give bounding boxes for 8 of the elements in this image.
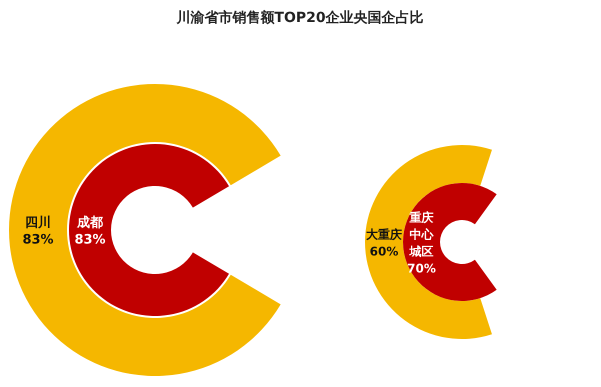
category-label: 四川 — [25, 216, 51, 230]
data-label: 60% — [370, 244, 398, 258]
category-label: 重庆中心城区 — [408, 210, 434, 258]
data-label: 83% — [74, 232, 106, 248]
text: 川渝省市销售额TOP20企业央国企占比 — [175, 9, 424, 26]
data-label: 83% — [22, 232, 54, 248]
category-label: 成都 — [76, 216, 103, 230]
category-label: 大重庆 — [366, 228, 402, 242]
